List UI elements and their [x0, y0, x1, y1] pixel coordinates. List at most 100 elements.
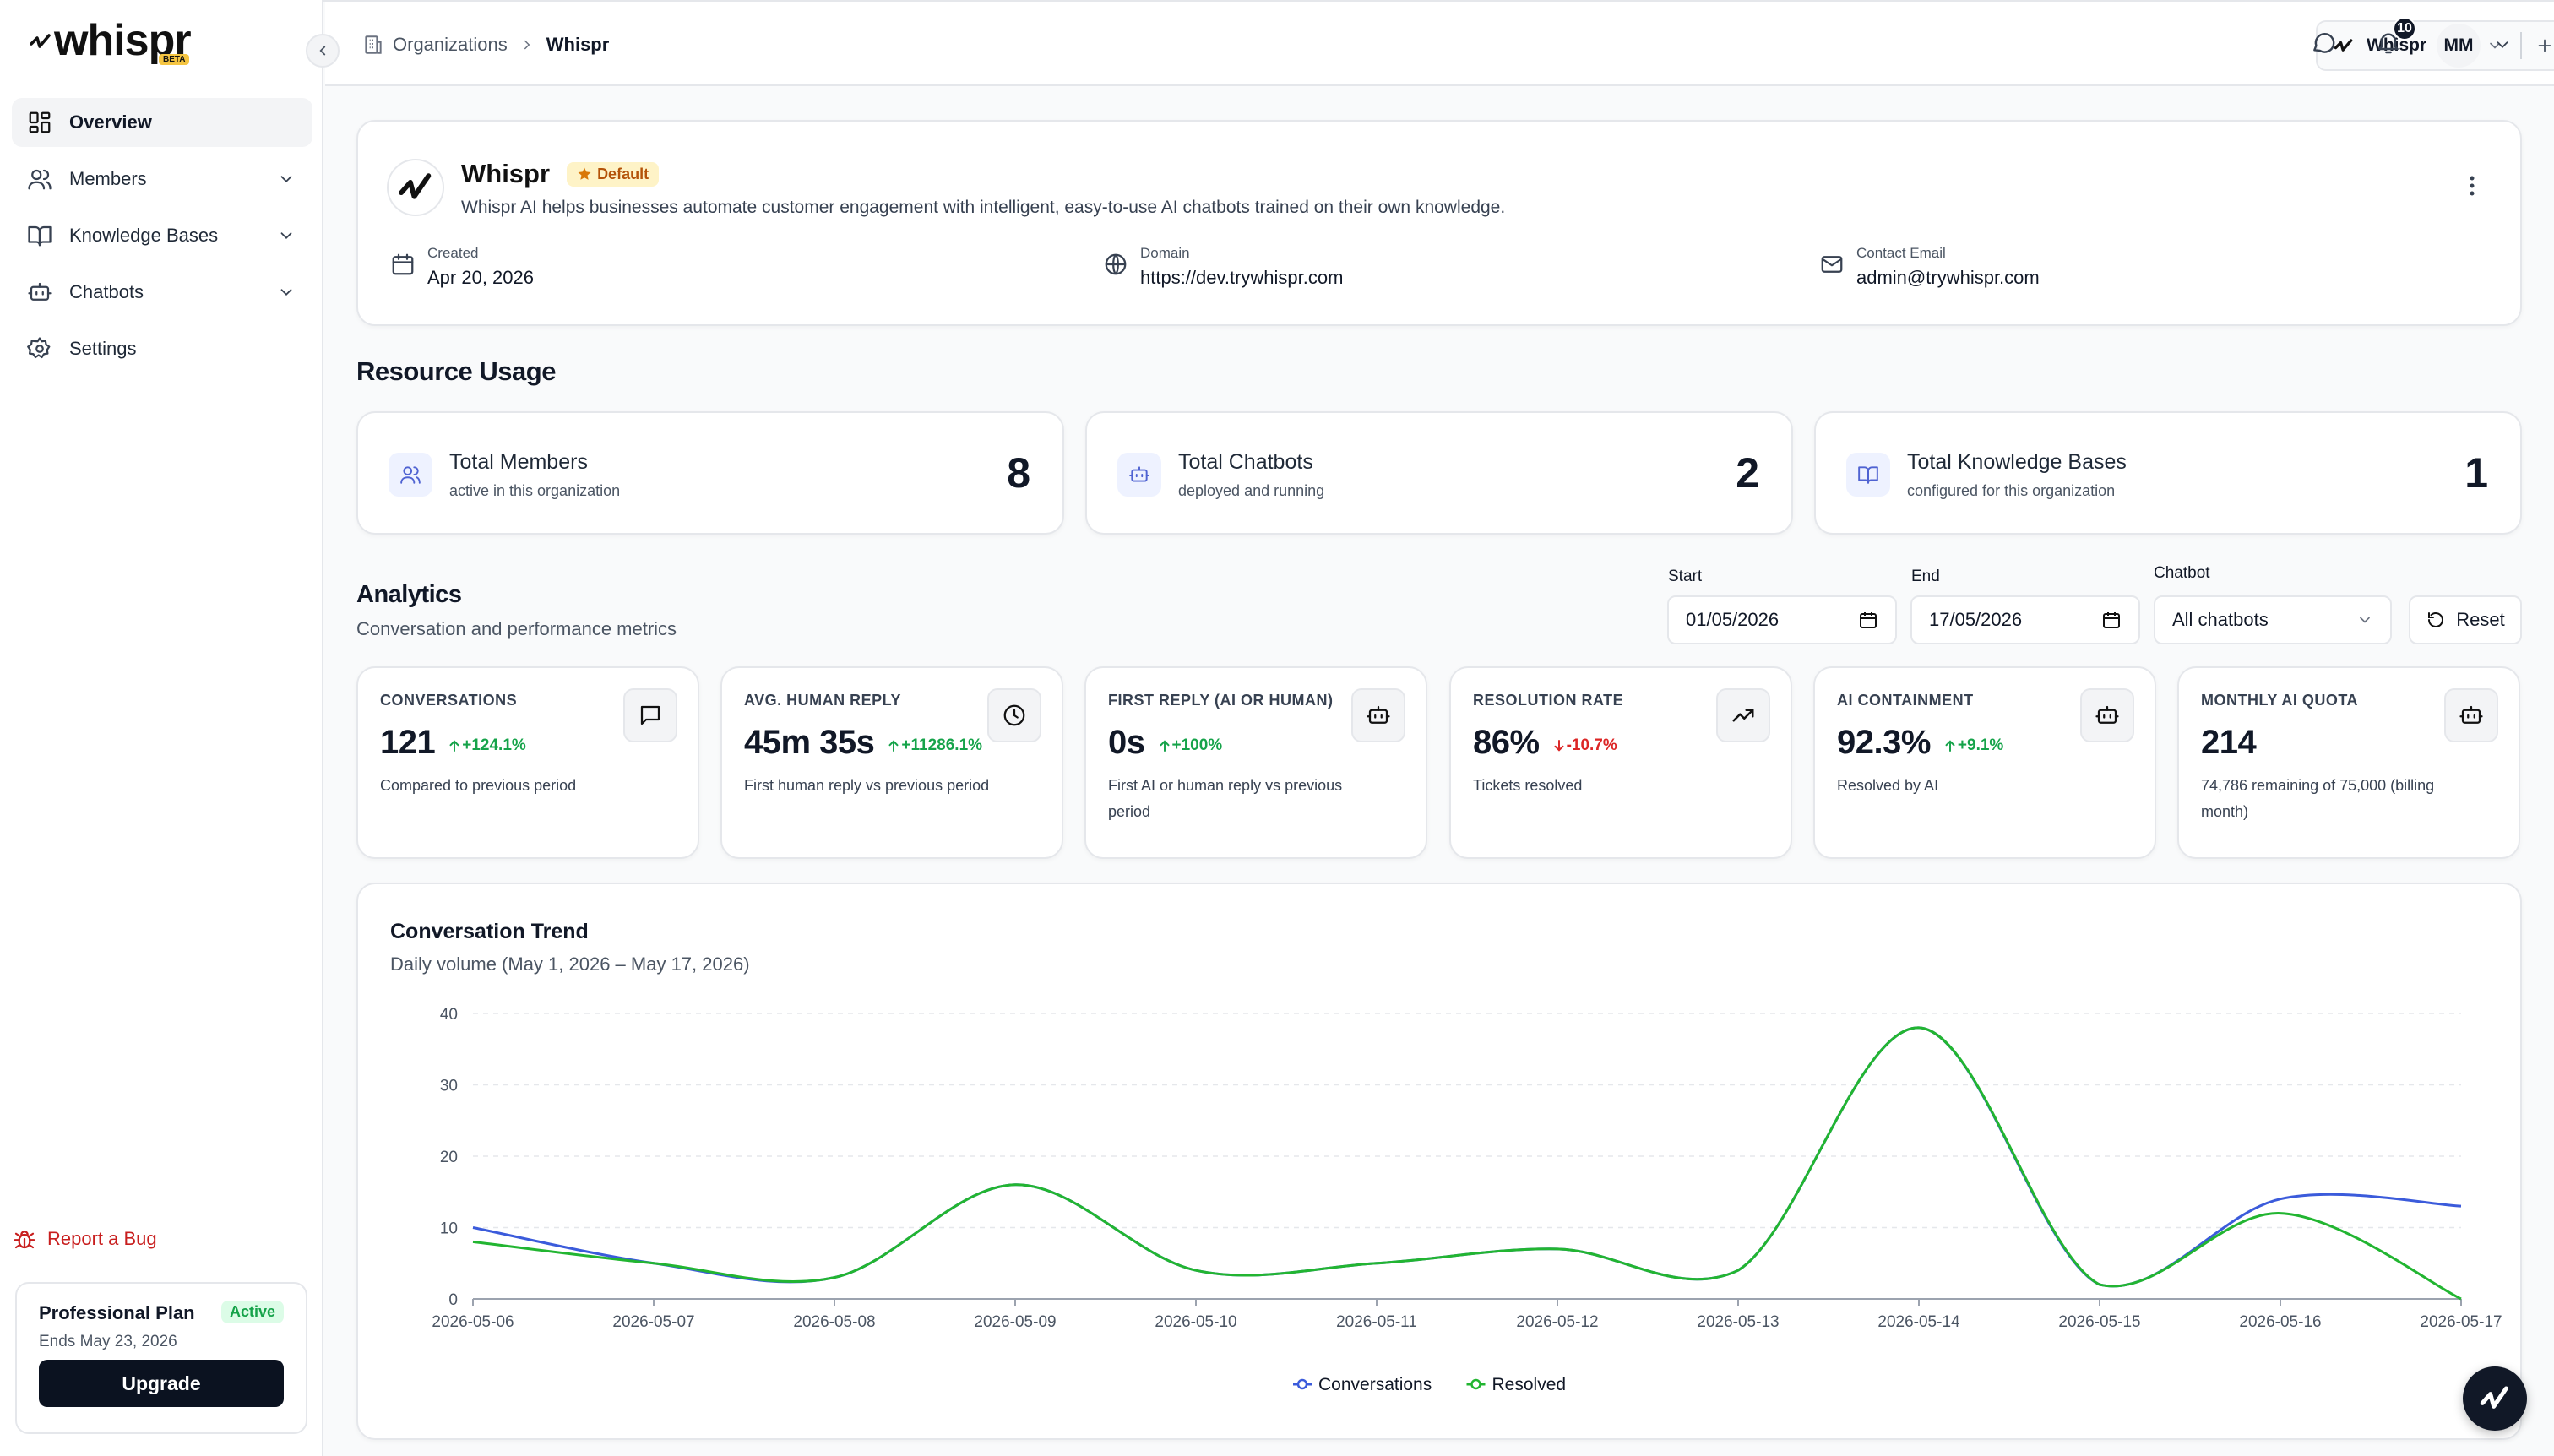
- res-title: Total Chatbots: [1178, 450, 1313, 474]
- chatbot-filter-label: Chatbot: [2154, 564, 2210, 582]
- sidebar-item-label: Members: [69, 168, 147, 189]
- breadcrumb-organizations-link[interactable]: Organizations: [393, 34, 508, 55]
- book-icon: [1858, 466, 1878, 484]
- grid-icon: [29, 111, 51, 133]
- metric-delta-value: +9.1%: [1957, 736, 2004, 754]
- calendar-icon: [392, 253, 414, 275]
- metric-label: FIRST REPLY (AI OR HUMAN): [1108, 692, 1334, 709]
- chat-button[interactable]: [2308, 27, 2339, 57]
- x-tick-label: 2026-05-16: [2239, 1313, 2321, 1331]
- chat-icon: [2313, 33, 2335, 53]
- chat-widget-button[interactable]: [2463, 1366, 2527, 1431]
- metric-card-resolution-rate: RESOLUTION RATE 86% -10.7% Tickets resol…: [1449, 666, 1792, 859]
- plan-card: Professional Plan Active Ends May 23, 20…: [15, 1282, 307, 1434]
- res-value: 1: [2464, 449, 2488, 497]
- reset-button[interactable]: Reset: [2409, 595, 2522, 644]
- metric-delta-value: +100%: [1171, 736, 1223, 754]
- mail-icon: [1821, 256, 1843, 273]
- end-date-value: 17/05/2026: [1929, 609, 2023, 630]
- building-icon: [365, 35, 382, 54]
- metric-icon-wrap: [2080, 688, 2134, 742]
- metric-description: Compared to previous period: [380, 777, 577, 794]
- metric-delta: +11286.1%: [886, 736, 982, 755]
- sidebar-item-label: Chatbots: [69, 281, 144, 302]
- meta-label: Domain: [1140, 245, 1190, 261]
- arrow-down-icon: [1554, 740, 1564, 752]
- trend-up-icon: [1732, 709, 1754, 722]
- plan-name: Professional Plan: [39, 1302, 195, 1323]
- metric-description: 74,786 remaining of 75,000 (billing mont…: [2201, 777, 2435, 820]
- meta-label: Contact Email: [1856, 245, 1946, 261]
- metric-value: 0s: [1108, 724, 1145, 761]
- org-description: Whispr AI helps businesses automate cust…: [461, 198, 1506, 217]
- legend-marker: [1296, 1378, 1308, 1390]
- metric-icon-wrap: [1716, 688, 1770, 742]
- metric-value-row: 0s +100%: [1108, 724, 1222, 762]
- meta-value: Apr 20, 2026: [427, 267, 534, 288]
- breadcrumb: Organizations Whispr: [362, 34, 609, 56]
- collapse-sidebar-button[interactable]: [306, 34, 340, 68]
- sidebar-item-members[interactable]: Members: [12, 155, 312, 204]
- arrow-up-icon: [449, 740, 459, 752]
- sidebar-item-overview[interactable]: Overview: [12, 98, 312, 147]
- res-subtitle: deployed and running: [1178, 482, 1325, 499]
- res-icon-wrap: [389, 453, 432, 497]
- org-contact-email: Contact Email admin@trywhispr.com: [1819, 245, 2040, 289]
- gear-icon: [27, 337, 51, 359]
- chatbot-select[interactable]: All chatbots: [2154, 595, 2392, 644]
- breadcrumb-current: Whispr: [546, 34, 610, 55]
- meta-value[interactable]: admin@trywhispr.com: [1856, 267, 2040, 288]
- start-date-input[interactable]: 01/05/2026: [1667, 595, 1897, 644]
- org-logo-icon: [2334, 39, 2353, 52]
- arrow-up-icon: [888, 740, 899, 752]
- report-bug-link[interactable]: Report a Bug: [12, 1226, 157, 1252]
- chart-title: Conversation Trend: [390, 920, 589, 943]
- bot-icon: [2095, 705, 2119, 724]
- sidebar-item-settings[interactable]: Settings: [12, 324, 312, 373]
- x-tick-label: 2026-05-14: [1877, 1313, 1960, 1331]
- notifications-button[interactable]: [2373, 27, 2404, 57]
- bot-icon: [28, 282, 52, 301]
- bug-icon: [14, 1231, 35, 1249]
- plan-status-badge: Active: [220, 1301, 284, 1323]
- org-switcher[interactable]: Whispr: [2316, 20, 2554, 71]
- metric-value-row: 86% -10.7%: [1473, 724, 1617, 762]
- resource-card-chatbots: Total Chatbots deployed and running 2: [1085, 411, 1793, 535]
- sidebar-item-chatbots[interactable]: Chatbots: [12, 268, 312, 317]
- notification-count-badge: 10: [2393, 17, 2416, 41]
- users-icon: [28, 169, 52, 190]
- metric-delta: +100%: [1157, 736, 1223, 755]
- avatar[interactable]: MM: [2437, 24, 2481, 68]
- plus-icon[interactable]: [2535, 36, 2554, 55]
- res-title: Total Knowledge Bases: [1907, 450, 2127, 474]
- meta-value[interactable]: https://dev.trywhispr.com: [1140, 267, 1344, 288]
- chevron-down-icon[interactable]: [2493, 35, 2512, 54]
- metric-value: 214: [2201, 724, 2257, 761]
- more-options-icon[interactable]: [2468, 174, 2476, 198]
- chevron-down-icon: [280, 232, 292, 240]
- metric-icon-wrap: [623, 688, 677, 742]
- res-value: 8: [1007, 449, 1030, 497]
- x-tick-label: 2026-05-06: [432, 1313, 514, 1331]
- resource-card-members: Total Members active in this organizatio…: [356, 411, 1064, 535]
- conversation-trend-card: Conversation Trend Daily volume (May 1, …: [356, 883, 2522, 1440]
- sidebar-item-knowledge-bases[interactable]: Knowledge Bases: [12, 211, 312, 260]
- start-date-label: Start: [1668, 568, 1703, 585]
- sidebar: whispr BETA Overview Members Knowledge B…: [0, 0, 323, 1456]
- y-tick-label: 0: [448, 1291, 458, 1309]
- upgrade-button[interactable]: Upgrade: [39, 1360, 284, 1407]
- sidebar-item-label: Overview: [69, 111, 152, 133]
- start-date-value: 01/05/2026: [1686, 609, 1780, 630]
- end-date-input[interactable]: 17/05/2026: [1910, 595, 2140, 644]
- logo[interactable]: whispr BETA: [29, 19, 192, 65]
- org-created: Created Apr 20, 2026: [390, 245, 534, 289]
- analytics-title: Analytics: [356, 581, 462, 608]
- default-badge-label: Default: [597, 165, 649, 182]
- org-logo-icon: [399, 173, 432, 199]
- metric-description: First AI or human reply vs previous peri…: [1108, 777, 1343, 820]
- metric-value: 45m 35s: [744, 724, 875, 761]
- metric-card-first-reply: FIRST REPLY (AI OR HUMAN) 0s +100% First…: [1084, 666, 1427, 859]
- bell-icon: [2378, 33, 2399, 54]
- metric-card-conversations: CONVERSATIONS 121 +124.1% Compared to pr…: [356, 666, 699, 859]
- y-tick-label: 10: [440, 1220, 458, 1238]
